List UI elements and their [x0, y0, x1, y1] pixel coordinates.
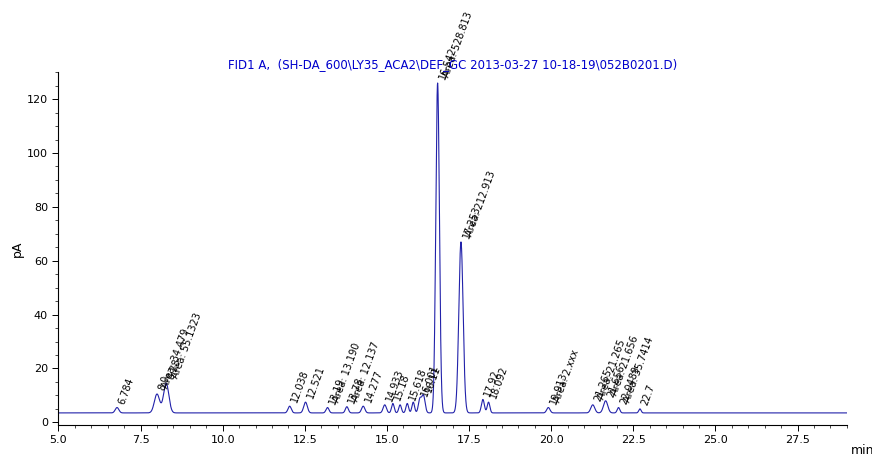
Text: 22.7: 22.7: [640, 383, 657, 407]
Text: 14.933: 14.933: [385, 368, 405, 403]
Text: 12.038: 12.038: [290, 369, 310, 404]
Text: 15.618: 15.618: [407, 366, 428, 401]
Text: 6.784: 6.784: [117, 376, 136, 405]
X-axis label: min: min: [851, 445, 872, 457]
Y-axis label: pA: pA: [11, 241, 24, 257]
Text: 8.28: 8.28: [167, 357, 183, 381]
Text: 22.0489: 22.0489: [618, 364, 642, 405]
Text: Area: 2.xxx: Area: 2.xxx: [552, 348, 581, 403]
Text: 19.913: 19.913: [548, 371, 569, 405]
Text: 15.18: 15.18: [393, 372, 412, 401]
Text: 12.521: 12.521: [305, 364, 326, 400]
Text: 16.542: 16.542: [438, 45, 459, 81]
Text: Area: 212.913: Area: 212.913: [465, 170, 498, 238]
Text: 16.001: 16.001: [419, 362, 440, 397]
Text: 21.265: 21.265: [593, 367, 614, 403]
Text: 14.277: 14.277: [364, 369, 385, 404]
Text: Area: 55.1323: Area: 55.1323: [170, 311, 203, 379]
Text: Area: 21.656: Area: 21.656: [610, 334, 640, 397]
Text: Area: 35.7414: Area: 35.7414: [623, 335, 656, 403]
Text: 21.656: 21.656: [606, 363, 627, 399]
Title: FID1 A,  (SH-DA_600\LY35_ACA2\DEF_GC 2013-03-27 10-18-19\052B0201.D): FID1 A, (SH-DA_600\LY35_ACA2\DEF_GC 2013…: [228, 58, 678, 71]
Text: 13.19: 13.19: [328, 376, 346, 405]
Text: 16.11: 16.11: [424, 364, 442, 393]
Text: 17.92: 17.92: [483, 368, 501, 397]
Text: Area: 12.137: Area: 12.137: [351, 340, 382, 403]
Text: 13.78: 13.78: [347, 375, 365, 405]
Text: 17.253: 17.253: [461, 204, 482, 240]
Text: Area: 13.190: Area: 13.190: [331, 341, 362, 403]
Text: 18.092: 18.092: [488, 365, 509, 400]
Text: Area: 34.479: Area: 34.479: [161, 328, 192, 390]
Text: Area: 21.265: Area: 21.265: [596, 339, 628, 401]
Text: Area: 528.813: Area: 528.813: [441, 11, 474, 79]
Text: 8.0: 8.0: [157, 374, 172, 392]
